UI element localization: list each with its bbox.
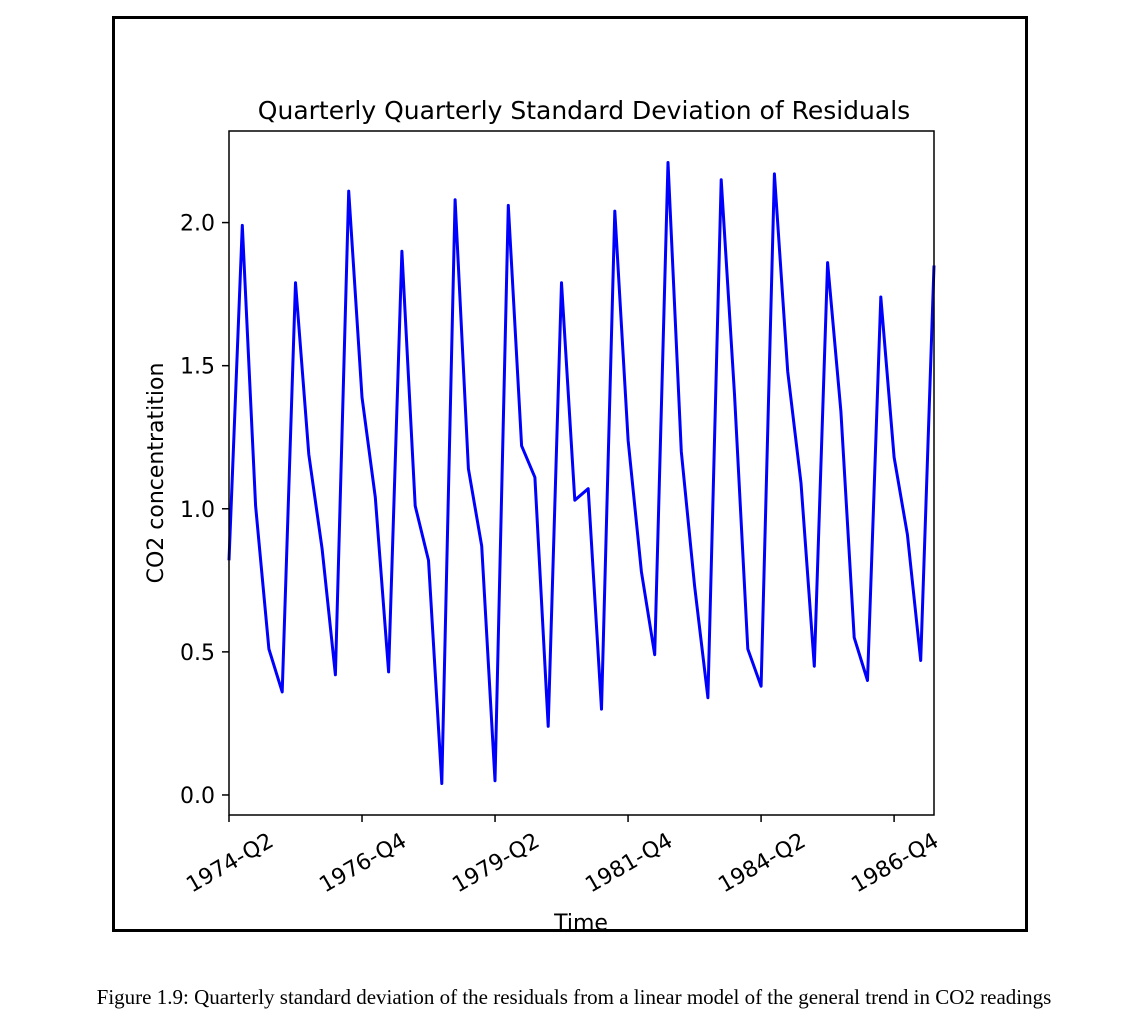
x-tick-label: 1979-Q2 bbox=[448, 829, 544, 899]
chart-title: Quarterly Quarterly Standard Deviation o… bbox=[258, 96, 910, 125]
x-axis-label: Time bbox=[553, 911, 608, 929]
series-line-0 bbox=[227, 161, 936, 785]
figure-caption: Figure 1.9: Quarterly standard deviation… bbox=[96, 985, 1052, 1009]
x-tick-label: 1974-Q2 bbox=[182, 829, 278, 899]
y-tick-label: 2.0 bbox=[180, 212, 215, 237]
y-tick-label: 1.0 bbox=[180, 498, 215, 523]
y-axis: 0.0 0.5 1.0 1.5 2.0 bbox=[180, 212, 229, 809]
x-tick-label: 1984-Q2 bbox=[714, 829, 810, 899]
y-tick-label: 0.5 bbox=[180, 641, 215, 666]
plot-area-border bbox=[228, 130, 935, 816]
y-axis-label: CO2 concentratition bbox=[144, 363, 169, 584]
y-tick-label: 0.0 bbox=[180, 784, 215, 809]
figure-frame: Quarterly Quarterly Standard Deviation o… bbox=[112, 16, 1028, 932]
y-tick-label: 1.5 bbox=[180, 355, 215, 380]
x-tick-label: 1986-Q4 bbox=[847, 829, 943, 899]
x-axis: 1974-Q2 1976-Q4 1979-Q2 1981-Q4 1984-Q2 1986-… bbox=[182, 815, 943, 898]
x-tick-label: 1976-Q4 bbox=[315, 829, 411, 899]
line-chart: Quarterly Quarterly Standard Deviation o… bbox=[144, 96, 943, 929]
x-tick-label: 1981-Q4 bbox=[581, 829, 677, 899]
